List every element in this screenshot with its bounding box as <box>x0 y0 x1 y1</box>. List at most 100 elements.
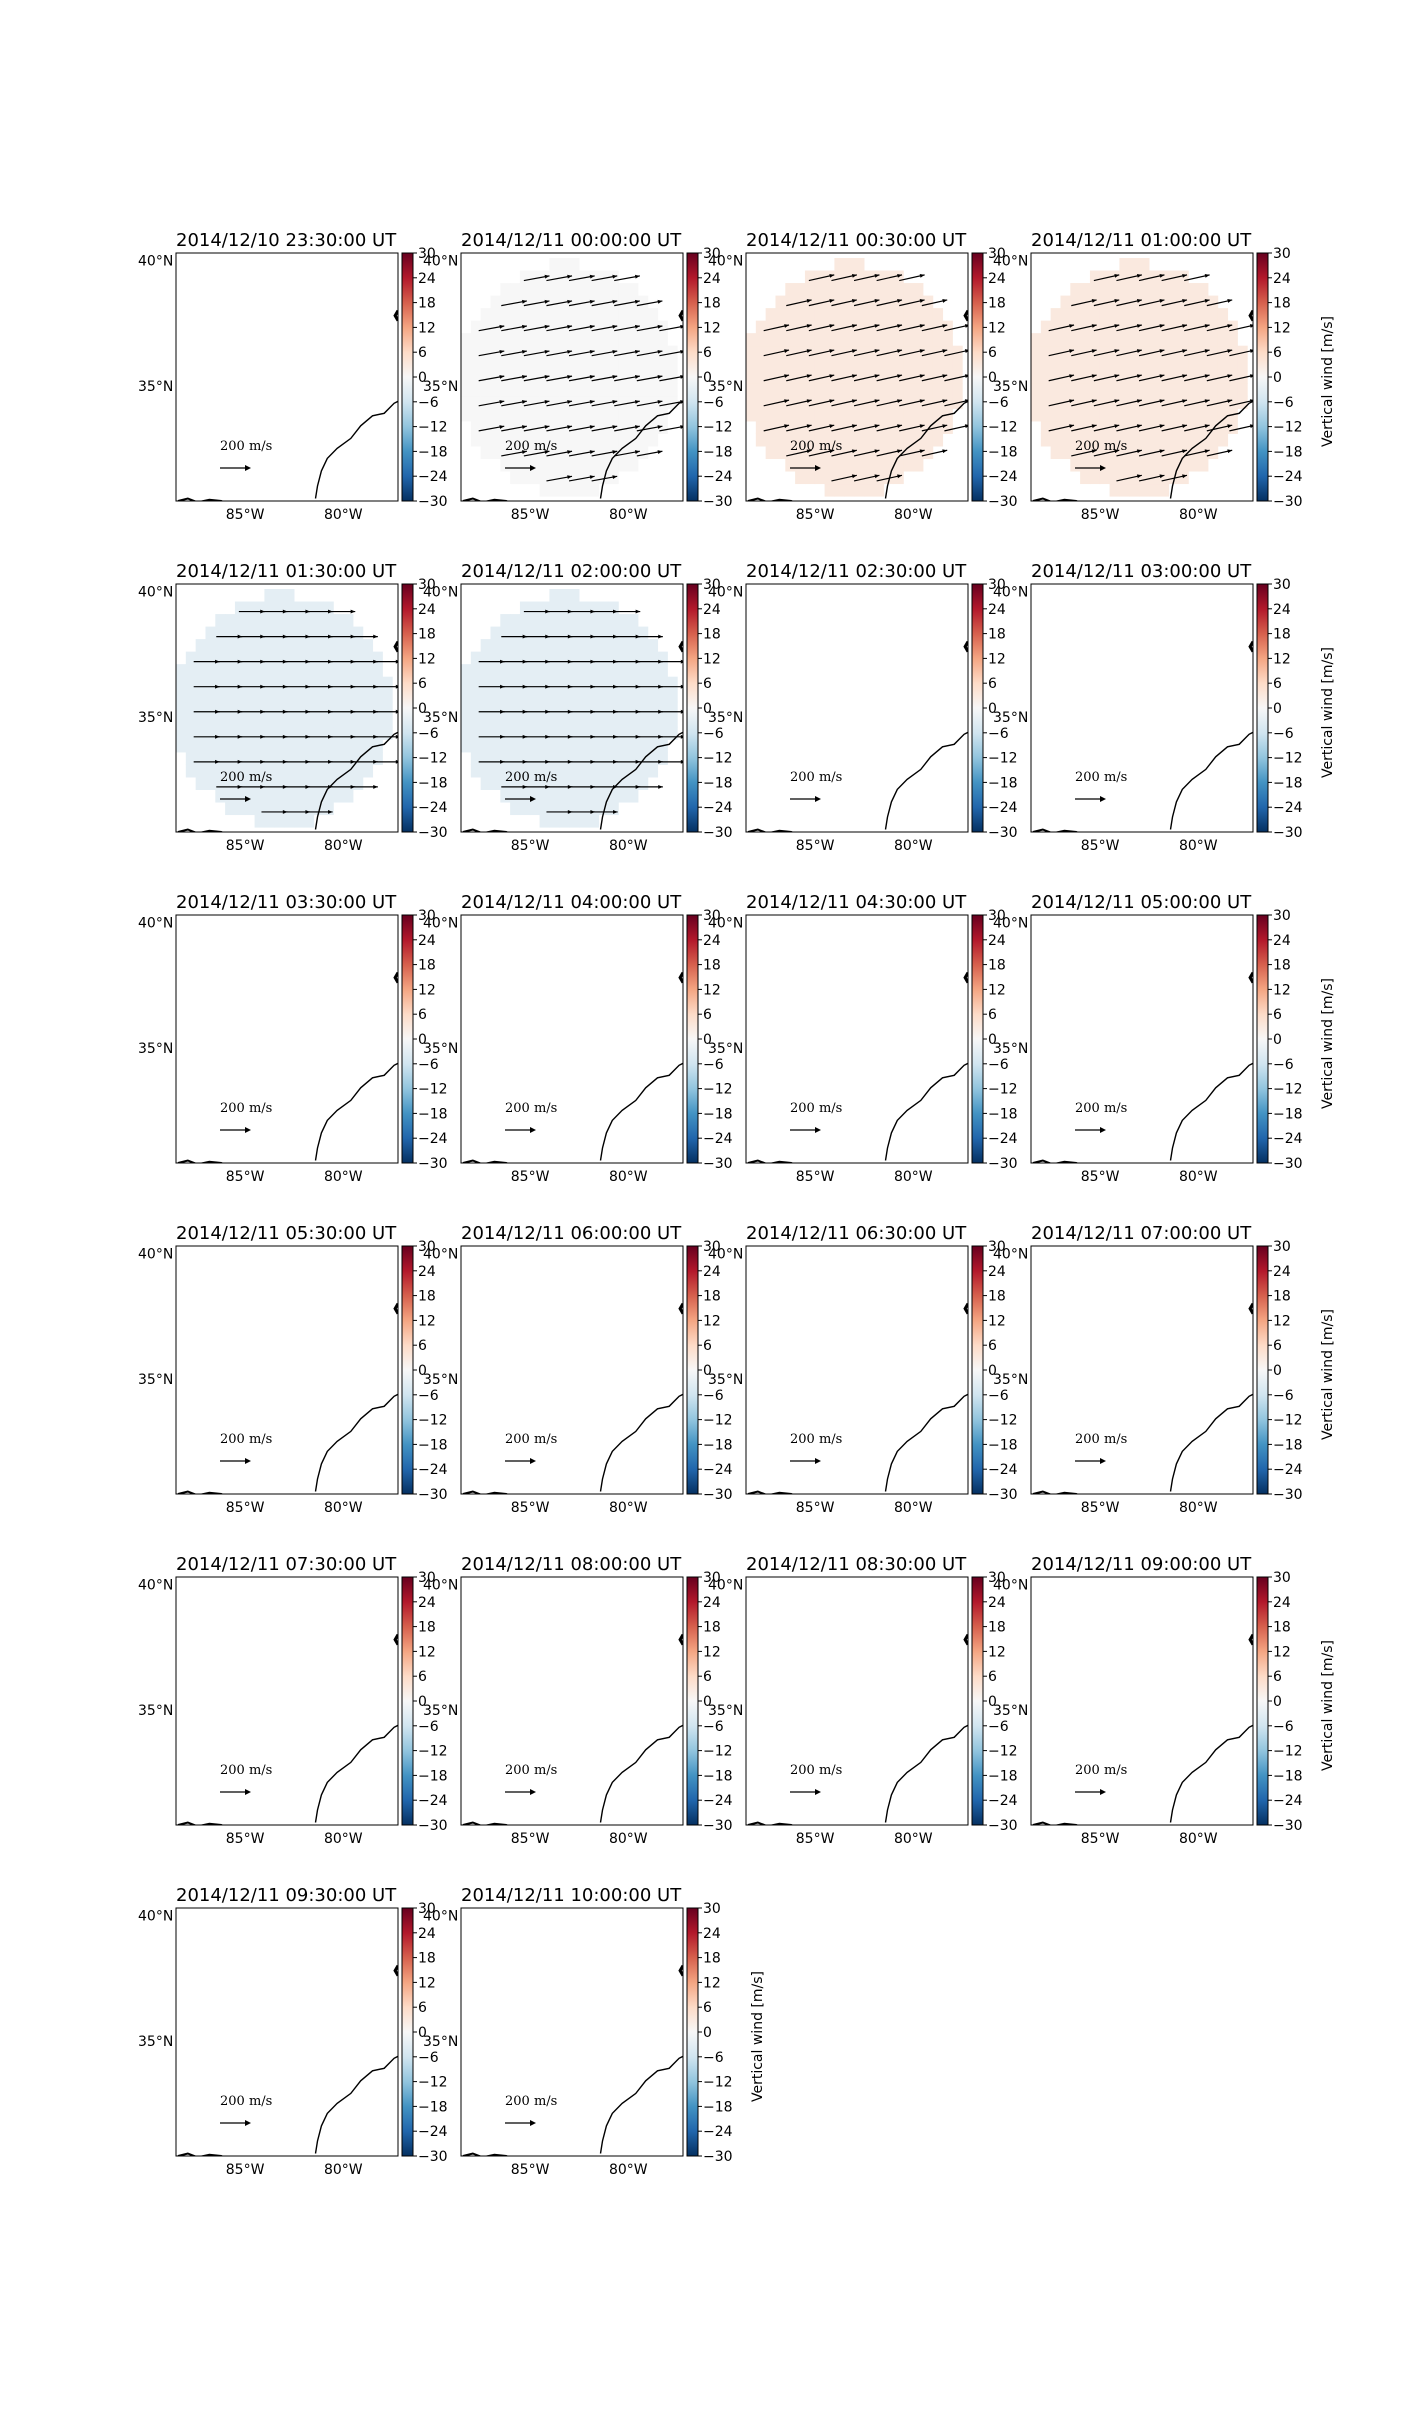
field-cell <box>323 789 334 803</box>
field-cell <box>352 651 364 665</box>
wind-vector-head <box>851 374 857 378</box>
field-cell <box>480 714 492 728</box>
field-cell <box>578 370 590 384</box>
field-cell <box>559 714 570 728</box>
lon-tick-label: 80°W <box>609 2162 648 2178</box>
wind-vector-head <box>942 349 948 353</box>
coastline-fragment <box>393 1964 398 1977</box>
field-cell <box>755 395 767 409</box>
field-cell <box>293 601 305 615</box>
colorbar-tick-label: −18 <box>1273 1106 1303 1122</box>
field-cell <box>500 726 511 740</box>
panel-title: 2014/12/11 00:30:00 UT <box>746 230 967 251</box>
field-cell <box>667 714 678 728</box>
field-cell <box>549 483 560 497</box>
field-cell <box>1158 445 1170 460</box>
field-cell <box>293 739 305 753</box>
wind-vector-head <box>680 324 683 329</box>
field-cell <box>529 601 541 615</box>
field-cell <box>519 764 531 778</box>
field-cell <box>1070 433 1081 447</box>
field-cell <box>510 789 521 803</box>
colorbar-tick-label: −6 <box>418 1719 439 1735</box>
wind-vector-head <box>544 450 550 454</box>
field-cell <box>529 676 541 690</box>
field-cell <box>804 270 816 284</box>
field-cell <box>539 676 551 690</box>
field-cell <box>765 433 777 447</box>
field-cell <box>637 433 649 447</box>
field-cell <box>1031 370 1042 384</box>
map-content <box>461 589 683 832</box>
colorbar-tick-label: 18 <box>1273 296 1291 312</box>
colorbar-tick-label: 6 <box>703 676 712 692</box>
field-cell <box>1109 295 1121 309</box>
field-cell <box>500 333 511 347</box>
field-cell <box>234 789 246 803</box>
gulf-coastline <box>462 828 509 832</box>
colorbar-tick-label: 0 <box>988 701 997 717</box>
wind-vectors <box>478 609 683 814</box>
field-cell <box>814 383 826 397</box>
coastline-fragment <box>1248 1633 1253 1646</box>
field-cell <box>873 333 885 347</box>
field-cell <box>529 726 541 740</box>
wind-vector-head <box>851 449 857 454</box>
coastline-fragment <box>393 971 398 984</box>
colorbar-tick-label: 30 <box>988 908 1006 924</box>
field-cell <box>1040 383 1052 397</box>
panel-title: 2014/12/11 09:00:00 UT <box>1031 1554 1252 1575</box>
field-cell <box>519 283 531 297</box>
field-cell <box>274 726 285 740</box>
field-cell <box>1109 358 1121 372</box>
gulf-coastline <box>177 828 224 832</box>
field-cell <box>873 358 885 372</box>
field-cell <box>578 420 590 434</box>
colorbar-tick-label: 18 <box>988 627 1006 643</box>
field-cell <box>1197 370 1209 384</box>
wind-vector-head <box>634 274 640 279</box>
field-cell <box>333 651 344 665</box>
field-cell <box>264 751 275 765</box>
field-cell <box>647 651 659 665</box>
gulf-coastline <box>462 2152 509 2156</box>
colorbar-bar <box>686 1576 699 1826</box>
field-cell <box>559 333 570 347</box>
field-cell <box>559 601 570 615</box>
colorbar-tick-label: 18 <box>988 1620 1006 1636</box>
field-cell <box>588 408 600 422</box>
field-cell <box>1070 383 1081 397</box>
field-cell <box>903 283 914 297</box>
field-cell <box>1099 445 1111 460</box>
field-cell <box>1237 383 1248 397</box>
wind-vector-head <box>634 425 640 429</box>
field-cell <box>1168 370 1179 384</box>
colorbar-tick-label: −24 <box>988 469 1018 485</box>
field-cell <box>470 751 482 765</box>
field-cell <box>785 283 796 297</box>
field-cell <box>225 739 236 753</box>
colorbar-tick-label: −30 <box>988 494 1018 510</box>
field-cell <box>795 383 806 397</box>
field-cell <box>1070 358 1081 372</box>
colorbar-tick-label: −6 <box>703 2050 724 2066</box>
wind-vector-head <box>897 273 903 278</box>
field-cell <box>814 358 826 372</box>
wind-vector-head <box>499 400 505 404</box>
wind-vector-head <box>1091 374 1097 378</box>
field-cell <box>755 333 767 347</box>
field-cell <box>912 445 924 460</box>
field-cell <box>775 333 786 347</box>
field-cell <box>254 651 266 665</box>
field-cell <box>814 395 826 409</box>
field-cell <box>1197 408 1209 422</box>
wind-vector-head <box>1159 374 1165 378</box>
field-cell <box>942 395 953 409</box>
lat-tick-label: 35°N <box>423 1041 458 1057</box>
reference-vector-head <box>530 796 536 802</box>
colorbar-tick-label: −18 <box>418 444 448 460</box>
wind-vector-head <box>589 425 595 429</box>
lon-tick-label: 80°W <box>609 1500 648 1516</box>
field-cell <box>539 739 551 753</box>
